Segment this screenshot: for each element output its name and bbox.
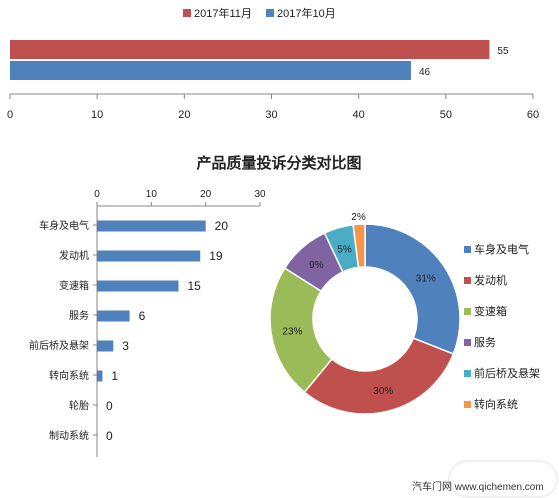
x-tick-label-3: 20 [178,109,190,121]
donut-legend-swatch-5 [464,370,471,377]
source-footer: 汽车门网 www.qichemen.com [412,482,544,493]
x-tick-label-4: 30 [265,109,277,121]
category-bar-6 [97,370,103,382]
slice-label-1: 31% [416,274,436,285]
category-bar-5 [97,340,114,352]
data-label-2: 46 [419,67,431,78]
category-bar-1 [97,220,206,232]
donut-legend-label-5: 前后桥及悬架 [474,366,540,380]
category-value-5: 3 [122,339,129,353]
category-label-5: 前后桥及悬架 [29,339,89,352]
donut-legend-label-3: 变速箱 [474,304,507,318]
donut-legend-label-4: 服务 [474,336,496,349]
x-tick-label-2: 10 [91,109,103,121]
slice-label-3: 23% [282,326,302,337]
category-bar-3 [97,280,179,292]
category-label-2: 发动机 [59,249,89,262]
top-tick-label-4: 30 [254,189,266,200]
legend-swatch-1 [183,9,191,17]
x-tick-label-7: 60 [527,109,539,121]
donut-legend-swatch-2 [464,277,471,284]
bar-2 [10,61,411,80]
donut-slice-2 [303,337,455,415]
data-label-1: 55 [497,46,509,57]
top-tick-label-2: 10 [146,189,158,200]
category-label-7: 轮胎 [69,399,89,412]
donut-legend-label-6: 转向系统 [474,397,518,411]
donut-legend-label-2: 发动机 [474,273,507,287]
slice-label-6: 2% [351,212,366,223]
category-bar-4 [97,310,130,322]
category-label-3: 变速箱 [59,279,89,292]
category-value-3: 15 [188,279,202,293]
slice-label-2: 30% [373,386,393,397]
donut-slice-1 [364,223,461,355]
category-label-4: 服务 [69,309,89,322]
legend-swatch-2 [266,9,274,17]
slice-label-5: 5% [337,244,352,255]
legend-label-2: 2017年10月 [277,6,336,20]
category-value-8: 0 [106,429,113,443]
bar-1 [10,40,490,59]
category-label-6: 转向系统 [49,369,89,382]
chart-title: 产品质量投诉分类对比图 [196,154,361,172]
category-label-1: 车身及电气 [39,219,89,232]
donut-slice-6 [352,223,366,269]
category-value-2: 19 [209,249,223,263]
donut-legend-swatch-6 [464,401,471,408]
top-tick-label-1: 0 [94,189,100,200]
category-value-4: 6 [139,309,146,323]
category-value-6: 1 [111,369,118,383]
donut-legend-swatch-1 [464,246,471,253]
x-tick-label-1: 0 [7,109,13,121]
category-value-7: 0 [106,399,113,413]
x-tick-label-5: 40 [353,109,365,121]
top-tick-label-3: 20 [200,189,212,200]
category-bar-2 [97,250,201,262]
legend-label-1: 2017年11月 [194,6,252,20]
category-label-8: 制动系统 [49,429,89,442]
slice-label-4: 9% [309,260,324,271]
category-value-1: 20 [215,219,229,233]
x-tick-label-6: 50 [440,109,452,121]
donut-legend-swatch-4 [464,339,471,346]
donut-legend-label-1: 车身及电气 [474,242,529,256]
donut-legend-swatch-3 [464,308,471,315]
